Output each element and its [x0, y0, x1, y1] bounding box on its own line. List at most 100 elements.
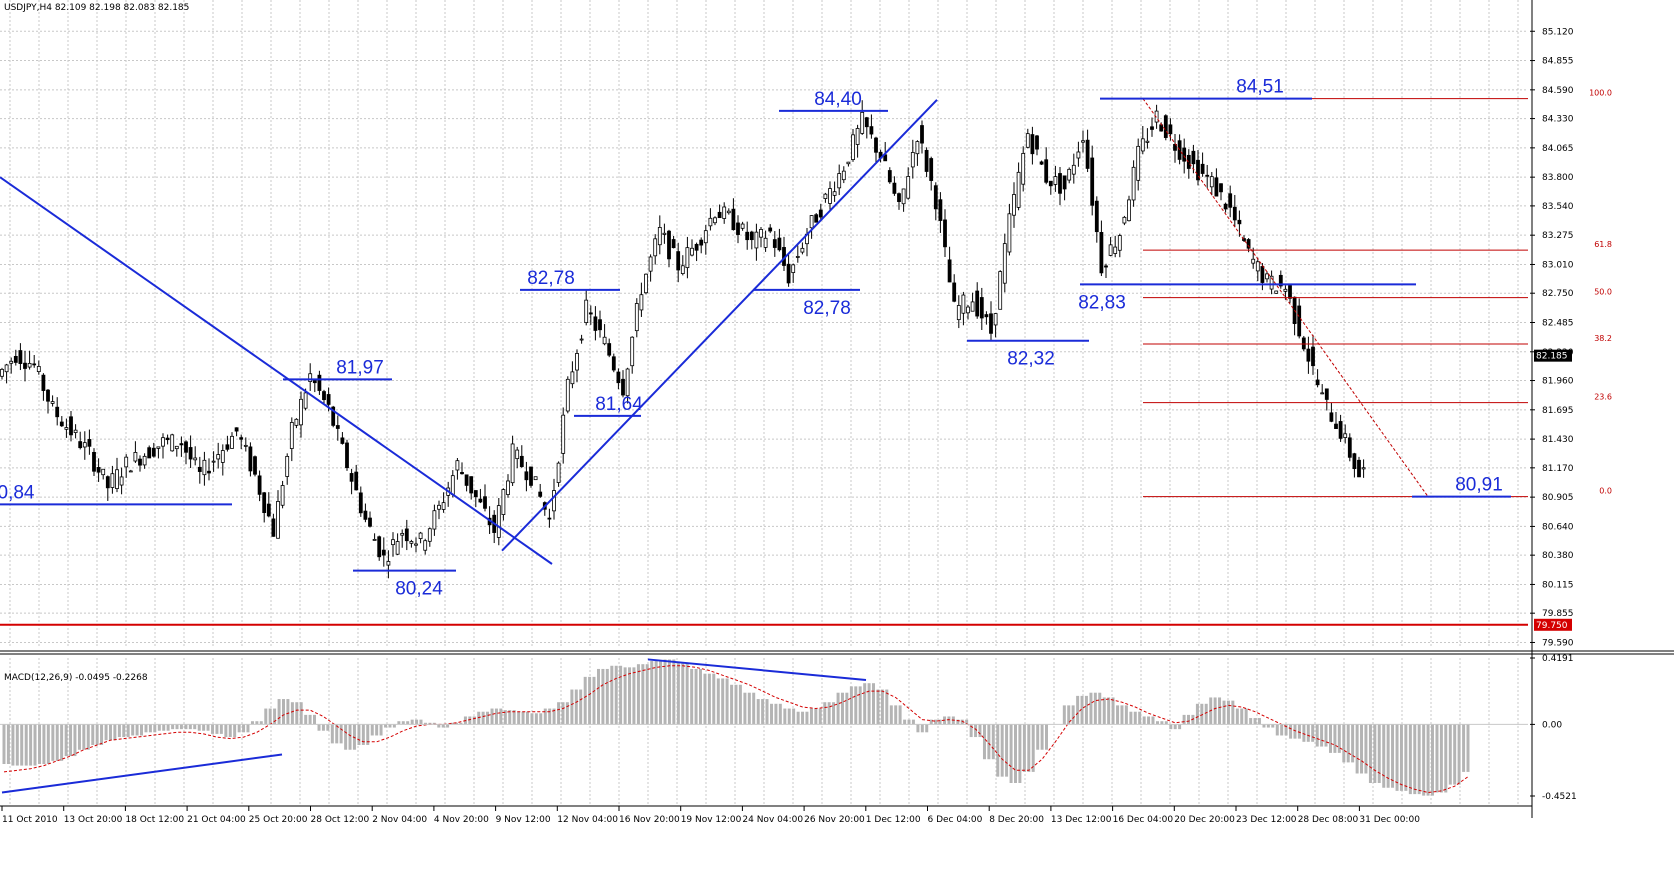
candle-body	[547, 517, 552, 520]
support-price-label: 79.750	[1536, 621, 1568, 631]
candle-body	[234, 427, 239, 432]
candle-body	[887, 170, 892, 183]
candle-body	[73, 429, 78, 433]
fib-level-label: 38.2	[1594, 334, 1612, 343]
candle-body	[105, 476, 110, 489]
macd-tick-label: 0.00	[1542, 720, 1562, 730]
support-price-tag	[1534, 618, 1572, 631]
candle-body	[1108, 244, 1113, 256]
candle-body	[740, 223, 745, 229]
candle-body	[331, 406, 336, 426]
candle-body	[920, 125, 924, 144]
candle-body	[575, 353, 579, 371]
candle-body	[552, 490, 556, 512]
candle-body	[450, 475, 455, 495]
candle-body	[1219, 183, 1223, 193]
candle-body	[1246, 239, 1251, 249]
candle-body	[220, 450, 225, 463]
candle-body	[1260, 266, 1265, 283]
candle-body	[165, 437, 170, 441]
candle-body	[588, 312, 593, 315]
candle-body	[124, 456, 129, 468]
candle-body	[239, 437, 244, 440]
candle-body	[418, 532, 423, 539]
candle-body	[1122, 216, 1127, 224]
candle-body	[243, 444, 248, 447]
candle-body	[533, 476, 538, 481]
candle-body	[115, 469, 119, 489]
candle-body	[358, 492, 363, 514]
candle-body	[584, 299, 589, 323]
candle-body	[345, 442, 349, 469]
candle-body	[864, 117, 869, 128]
candle-body	[299, 398, 303, 426]
candle-body	[202, 459, 207, 476]
candle-body	[1007, 213, 1012, 253]
time-tick-label: 16 Dec 04:00	[1113, 815, 1174, 825]
time-tick-label: 11 Oct 2010	[2, 815, 58, 825]
price-tick-label: 80.905	[1542, 493, 1574, 503]
level-label: 84,51	[1236, 77, 1284, 98]
candle-body	[262, 492, 267, 514]
candle-body	[119, 476, 124, 486]
candle-body	[621, 378, 625, 396]
price-tick-label: 79.855	[1542, 609, 1574, 619]
time-tick-label: 2 Nov 04:00	[372, 815, 427, 825]
candle-body	[1255, 261, 1260, 272]
time-tick-label: 1 Dec 12:00	[866, 815, 921, 825]
candle-body	[13, 355, 18, 363]
candle-body	[1173, 144, 1177, 151]
candle-body	[832, 191, 837, 196]
price-tick-label: 84.590	[1542, 86, 1574, 96]
level-label: 80,91	[1455, 475, 1503, 496]
candle-body	[1269, 275, 1274, 290]
candle-body	[625, 368, 630, 397]
time-tick-label: 25 Oct 20:00	[249, 815, 308, 825]
candle-body	[133, 452, 138, 462]
candle-body	[478, 498, 483, 503]
candle-body	[1338, 421, 1343, 439]
time-tick-label: 28 Oct 12:00	[311, 815, 370, 825]
level-label: 82,32	[1007, 349, 1055, 370]
candle-body	[138, 458, 142, 466]
candle-body	[777, 237, 782, 251]
level-label: 82,83	[1078, 292, 1126, 313]
candle-body	[1145, 140, 1150, 143]
candle-body	[929, 158, 934, 181]
candle-body	[1237, 219, 1242, 225]
price-tick-label: 80.115	[1542, 580, 1574, 590]
candle-body	[713, 217, 717, 224]
candle-body	[289, 422, 294, 449]
candle-body	[607, 343, 612, 356]
candle-body	[349, 473, 354, 482]
candle-body	[368, 517, 372, 527]
candle-body	[1177, 140, 1182, 160]
time-tick-label: 13 Dec 12:00	[1051, 815, 1112, 825]
candle-body	[519, 455, 524, 467]
candle-body	[506, 480, 510, 495]
fib-level-label: 23.6	[1594, 393, 1612, 402]
candle-body	[786, 263, 791, 284]
candle-body	[285, 455, 290, 477]
candle-body	[510, 443, 515, 484]
candle-body	[1361, 467, 1366, 470]
downtrend-line	[0, 176, 553, 565]
candle-body	[772, 239, 777, 248]
price-tick-label: 83.540	[1542, 202, 1574, 212]
time-tick-label: 6 Dec 04:00	[928, 815, 983, 825]
candle-body	[69, 416, 73, 436]
candle-body	[1196, 159, 1200, 181]
candle-body	[1117, 235, 1122, 251]
candle-body	[1035, 135, 1039, 150]
candle-body	[869, 126, 874, 135]
candle-body	[667, 230, 671, 260]
fib-level-label: 50.0	[1594, 288, 1612, 297]
symbol-header: USDJPY,H4 82.109 82.198 82.083 82.185	[4, 3, 189, 13]
candle-body	[1076, 151, 1081, 159]
candle-body	[41, 374, 46, 391]
uptrend-line	[501, 99, 938, 552]
candle-body	[1044, 159, 1049, 183]
candle-body	[570, 371, 575, 385]
candle-body	[910, 152, 915, 168]
